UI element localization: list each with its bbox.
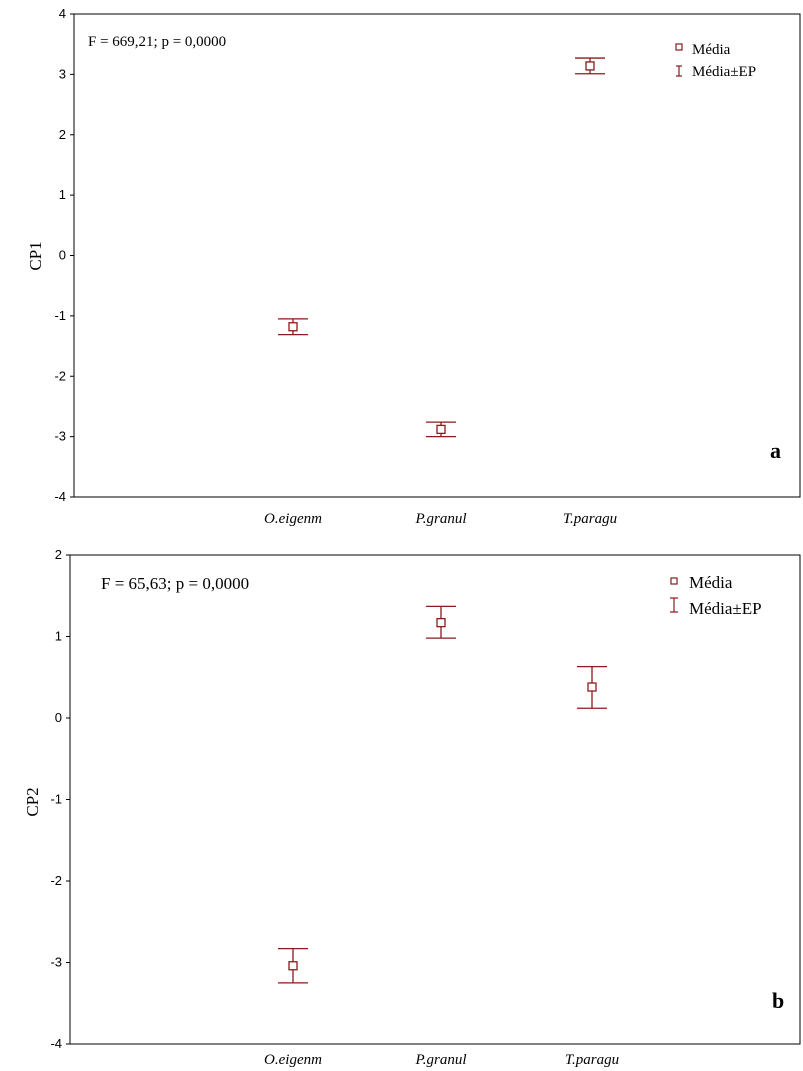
mean-marker: [288, 322, 298, 332]
mean-marker: [585, 61, 595, 71]
y-tick-label: -3: [54, 429, 66, 444]
mean-marker: [587, 682, 597, 692]
mean-se-mark: [575, 57, 605, 75]
panel-letter-a: a: [770, 438, 781, 463]
x-categories-b: O.eigenm P.granul T.paragu: [264, 1052, 619, 1068]
mean-se-mark: [278, 318, 308, 336]
legend-mean-label-a: Média: [692, 42, 731, 58]
legend-se-label-b: Média±EP: [689, 599, 762, 618]
plot-area-a: [73, 13, 801, 498]
x-category-label: P.granul: [415, 1052, 467, 1068]
y-ticks-b: 2 1 0 -1 -2 -3 -4: [50, 547, 70, 1051]
y-tick-label: 3: [59, 66, 66, 81]
mean-marker: [436, 424, 446, 435]
mean-se-mark: [426, 421, 456, 438]
data-marks-b: [278, 605, 607, 984]
x-category-label: T.paragu: [563, 511, 617, 527]
panel-letter-b: b: [772, 988, 784, 1013]
plot-area-b: [69, 554, 801, 1045]
y-tick-label: 2: [55, 547, 62, 562]
x-category-label: O.eigenm: [264, 511, 322, 527]
y-tick-label: -3: [50, 955, 62, 970]
y-tick-label: 0: [55, 710, 62, 725]
y-tick-label: -4: [54, 489, 66, 504]
mean-marker: [288, 961, 298, 971]
mean-se-mark: [577, 666, 607, 709]
y-tick-label: 4: [59, 6, 66, 21]
mean-marker: [436, 617, 446, 628]
data-marks-a: [278, 57, 605, 438]
legend-mean-marker-a: [675, 43, 683, 51]
y-tick-label: -2: [50, 873, 62, 888]
annotation-a: F = 669,21; p = 0,0000: [88, 34, 226, 50]
y-tick-label: 0: [59, 248, 66, 263]
annotation-b: F = 65,63; p = 0,0000: [101, 574, 249, 593]
legend-se-label-a: Média±EP: [692, 64, 756, 80]
x-category-label: T.paragu: [565, 1052, 619, 1068]
legend-mean-marker-b: [670, 577, 678, 585]
y-tick-label: 2: [59, 127, 66, 142]
legend-a: Média Média±EP: [675, 42, 756, 80]
y-tick-label: 1: [55, 629, 62, 644]
x-category-label: P.granul: [415, 511, 467, 527]
y-axis-label-a: CP1: [26, 241, 45, 270]
panel-b-cp2: CP2 F = 65,63; p = 0,0000 Média Média±EP…: [23, 547, 801, 1068]
y-tick-label: -2: [54, 368, 66, 383]
y-tick-label: -4: [50, 1036, 62, 1051]
mean-se-mark: [278, 947, 308, 984]
x-categories-a: O.eigenm P.granul T.paragu: [264, 511, 617, 527]
y-tick-label: -1: [50, 792, 62, 807]
mean-se-mark: [426, 605, 456, 639]
legend-mean-label-b: Média: [689, 573, 733, 592]
y-ticks-a: 4 3 2 1 0 -1 -2 -3 -4: [54, 6, 74, 504]
y-axis-label-b: CP2: [23, 787, 42, 816]
y-tick-label: 1: [59, 187, 66, 202]
legend-b: Média Média±EP: [670, 573, 762, 618]
y-tick-label: -1: [54, 308, 66, 323]
x-category-label: O.eigenm: [264, 1052, 322, 1068]
panel-a-cp1: CP1 F = 669,21; p = 0,0000 Média Média±E…: [26, 6, 801, 527]
